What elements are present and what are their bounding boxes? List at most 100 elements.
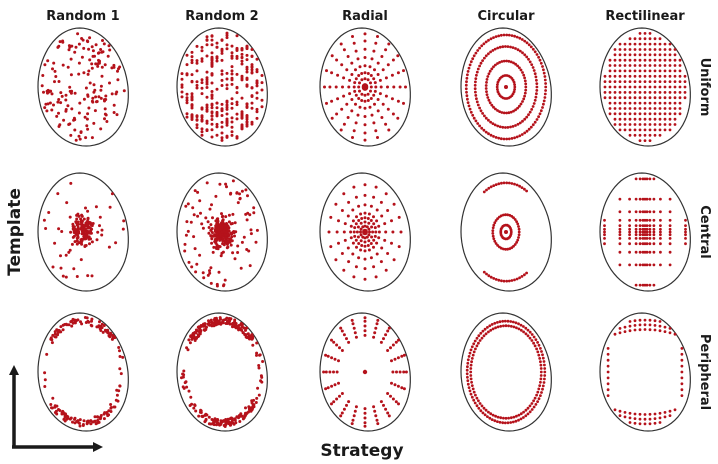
stimulation-dot	[394, 340, 398, 344]
stimulation-dot	[350, 422, 354, 426]
stimulation-dot	[613, 91, 617, 94]
stimulation-dot	[638, 58, 642, 62]
stimulation-dot	[252, 206, 256, 210]
stimulation-dot	[484, 116, 488, 120]
stimulation-dot	[482, 190, 486, 194]
stimulation-dot	[215, 125, 219, 129]
stimulation-dot	[391, 397, 395, 401]
column-title-random-1: Random 1	[46, 9, 119, 24]
stimulation-dot	[80, 55, 84, 59]
stimulation-dot	[225, 105, 229, 109]
stimulation-dot	[628, 224, 631, 228]
stimulation-dot	[236, 251, 240, 254]
stimulation-dot	[680, 388, 684, 392]
stimulation-dot	[618, 250, 622, 254]
stimulation-dot	[623, 69, 627, 73]
stimulation-dot	[250, 54, 254, 58]
stimulation-dot	[386, 411, 390, 415]
stimulation-dot	[225, 123, 229, 127]
stimulation-dot	[225, 121, 229, 125]
stimulation-dot	[195, 80, 199, 84]
stimulation-dot	[200, 130, 204, 134]
stimulation-dot	[668, 327, 672, 330]
stimulation-dot	[370, 113, 374, 117]
stimulation-dot	[509, 110, 513, 114]
stimulation-dot	[325, 101, 328, 105]
stimulation-dot	[638, 133, 642, 137]
stimulation-dot	[190, 113, 194, 117]
stimulation-dot	[536, 390, 540, 394]
stimulation-dot	[494, 183, 498, 187]
stimulation-dot	[524, 408, 528, 412]
stimulation-dot	[250, 106, 254, 110]
stimulation-dot	[50, 108, 54, 112]
stimulation-dot	[613, 69, 617, 73]
stimulation-dot	[673, 96, 677, 100]
stimulation-dot	[678, 96, 682, 100]
stimulation-dot	[543, 370, 547, 374]
stimulation-dot	[92, 90, 96, 94]
stimulation-dot	[658, 133, 662, 137]
stimulation-dot	[86, 94, 90, 98]
stimulation-dot	[343, 222, 347, 226]
stimulation-dot	[641, 218, 645, 222]
stimulation-dot	[342, 192, 346, 196]
stimulation-dot	[517, 322, 520, 326]
stimulation-dot	[466, 70, 470, 73]
stimulation-dot	[606, 352, 610, 356]
stimulation-dot	[519, 68, 523, 72]
stimulation-dot	[519, 102, 523, 106]
stimulation-dot	[55, 114, 59, 118]
stimulation-dot	[628, 237, 631, 240]
stimulation-dot	[516, 122, 520, 126]
stimulation-dot	[235, 91, 239, 95]
stimulation-dot	[335, 343, 339, 347]
stimulation-dot	[186, 202, 190, 206]
stimulation-dot	[466, 375, 469, 379]
stimulation-dot	[330, 54, 334, 58]
stimulation-dot	[80, 322, 84, 326]
stimulation-dot	[481, 59, 484, 62]
stimulation-dot	[375, 252, 379, 256]
stimulation-dot	[613, 332, 617, 336]
stimulation-dot	[71, 317, 75, 321]
stimulation-dot	[359, 212, 363, 216]
stimulation-dot	[233, 221, 237, 225]
stimulation-dot	[643, 48, 647, 51]
stimulation-dot	[244, 411, 247, 415]
stimulation-dot	[466, 382, 470, 386]
stimulation-dot	[359, 221, 363, 225]
column-title-rectilinear: Rectilinear	[605, 9, 685, 24]
stimulation-dot	[678, 58, 682, 62]
stimulation-dot	[77, 134, 81, 138]
stimulation-dot	[603, 96, 607, 100]
stimulation-dot	[522, 330, 525, 334]
stimulation-dot	[224, 182, 228, 186]
stimulation-dot	[212, 321, 216, 325]
stimulation-dot	[505, 279, 509, 283]
stimulation-dot	[352, 326, 356, 330]
stimulation-dot	[64, 275, 68, 279]
stimulation-dot	[536, 350, 540, 354]
stimulation-dot	[476, 122, 480, 125]
stimulation-dot	[255, 96, 259, 100]
stimulation-dot	[205, 181, 209, 185]
stimulation-dot	[475, 97, 478, 101]
stimulation-dot	[680, 358, 684, 362]
stimulation-dot	[330, 384, 334, 388]
stimulation-dot	[363, 47, 367, 51]
stimulation-dot	[502, 33, 506, 37]
stimulation-dot	[513, 278, 516, 282]
stimulation-dot	[532, 69, 536, 72]
stimulation-dot	[489, 275, 493, 279]
stimulation-dot	[61, 274, 65, 278]
stimulation-dot	[471, 387, 475, 391]
stimulation-dot	[56, 192, 60, 196]
stimulation-dot	[103, 98, 106, 102]
stimulation-dot	[218, 223, 222, 227]
stimulation-dot	[225, 107, 229, 111]
stimulation-dot	[467, 355, 471, 358]
stimulation-dot	[613, 96, 617, 100]
stimulation-dot	[340, 209, 344, 212]
stimulation-dot	[349, 224, 353, 228]
